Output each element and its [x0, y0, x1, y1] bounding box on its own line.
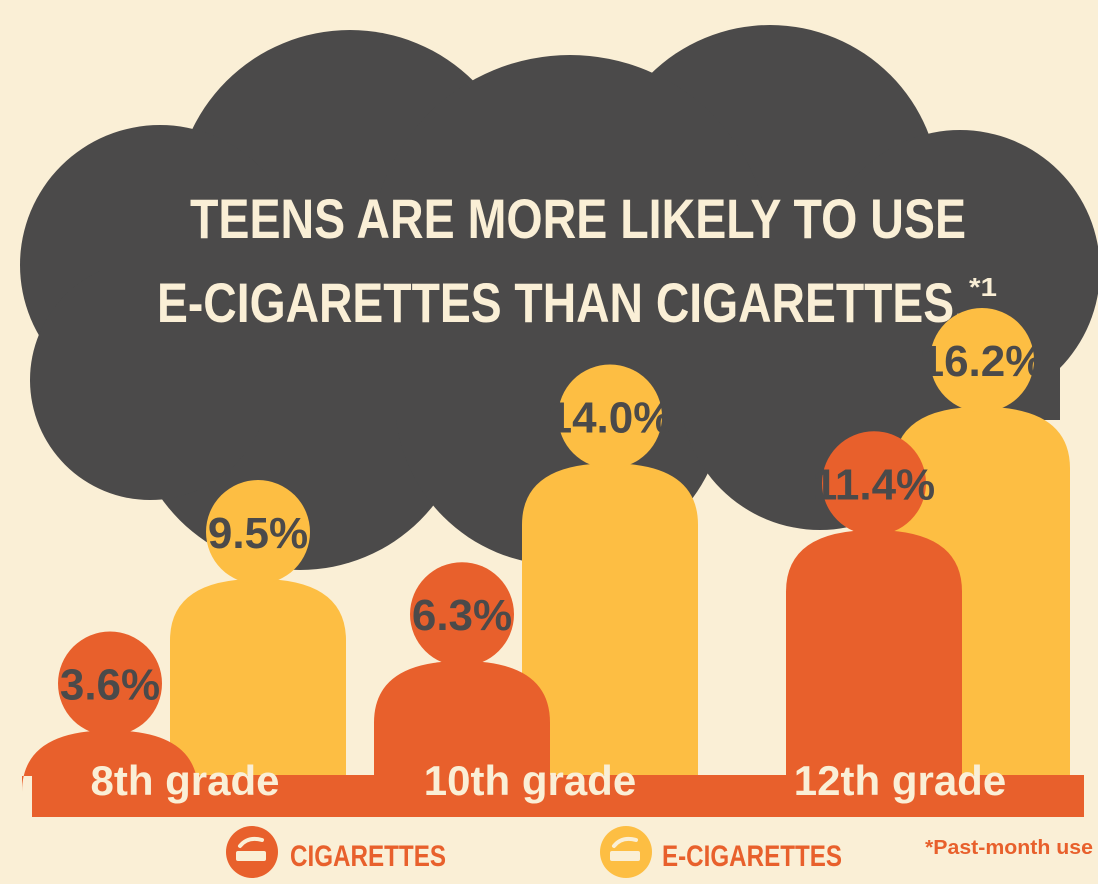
bar-head [58, 631, 162, 736]
bar-body [170, 578, 346, 776]
chart-title-line-2: E-CIGARETTES THAN CIGARETTES. [157, 271, 967, 334]
bar-body [22, 730, 198, 792]
data-label: 3.6% [60, 661, 160, 710]
category-label: 10th grade [424, 757, 636, 804]
bar-e-cigarettes-1: 9.5% [170, 480, 346, 776]
bar-body [786, 530, 962, 776]
bar-head [930, 308, 1034, 412]
bar-body [374, 661, 550, 776]
grade-labels: 8th grade 10th grade 12th grade [90, 757, 1006, 804]
legend-label-cigarettes: CIGARETTES [290, 840, 446, 873]
data-label: 9.5% [208, 509, 308, 558]
legend-item-e-cigarettes: E-CIGARETTES [600, 826, 842, 878]
grade-baseline-ribbon [32, 775, 1084, 817]
chart-title-footnote-marker: *1 [969, 272, 997, 302]
bars-layer: 9.5% 14.0% 16.2% 3.6% 6.3% 11.4% [22, 308, 1070, 792]
bar-cigarettes-3: 11.4% [786, 431, 962, 776]
chart-title-line-1: TEENS ARE MORE LIKELY TO USE [190, 187, 966, 250]
data-label: 14.0% [548, 393, 673, 442]
e-cigarette-icon [600, 826, 652, 878]
smoke-cloud [20, 25, 1098, 570]
bar-e-cigarettes-2: 14.0% [522, 364, 698, 776]
category-label: 12th grade [794, 757, 1006, 804]
category-label: 8th grade [90, 757, 279, 804]
data-label: 6.3% [412, 591, 512, 640]
bar-head [206, 480, 310, 585]
legend-item-cigarettes: CIGARETTES [226, 826, 446, 878]
legend-label-e-cigarettes: E-CIGARETTES [662, 840, 842, 873]
cigarette-icon [226, 826, 278, 878]
bar-cigarettes-2: 6.3% [374, 562, 550, 776]
data-label: 11.4% [813, 460, 935, 509]
bar-head [410, 562, 514, 667]
bar-head [558, 364, 662, 469]
footnote-past-month-use: *Past-month use [925, 837, 1093, 859]
bar-body [522, 463, 698, 776]
data-label: 16.2% [920, 337, 1045, 386]
bar-cigarettes-1: 3.6% [22, 631, 198, 792]
legend: CIGARETTES E-CIGARETTES [226, 826, 842, 878]
bar-head [822, 431, 926, 536]
